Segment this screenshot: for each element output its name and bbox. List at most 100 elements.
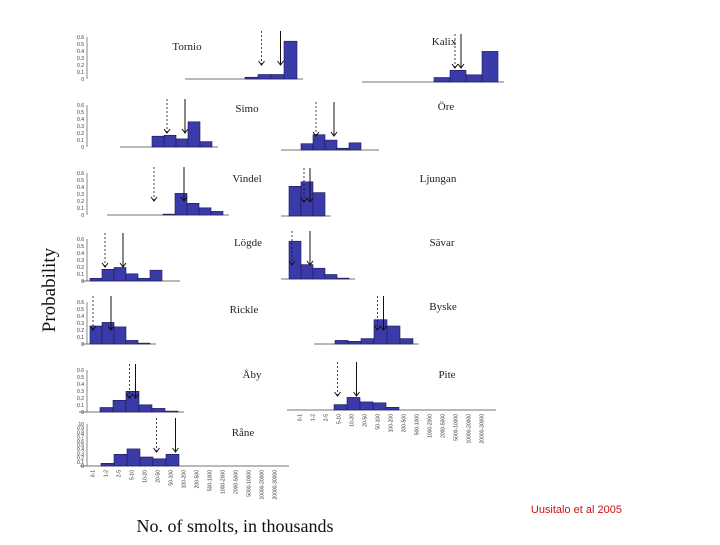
panel-title-rickle: Rickle (230, 304, 259, 316)
y-tick-label: 0.1 (77, 272, 84, 278)
panel-rickle: Rickle 0.60.50.40.30.20.10 (77, 296, 258, 348)
x-category-label: 100-200 (389, 414, 395, 433)
y-tick-label: 0.1 (77, 460, 84, 466)
y-tick-label: 0.5 (77, 42, 84, 48)
bar-savar-2-5 (312, 267, 326, 280)
x-category-label: 10-20 (350, 414, 356, 427)
x-category-label: 500-1000 (415, 414, 421, 435)
x-category-label: 1000-2000 (221, 470, 227, 494)
dashed-arrow-pite (334, 362, 341, 397)
y-tick-label: 0.2 (77, 328, 84, 334)
x-category-label: 2000-5000 (234, 470, 240, 494)
dashed-arrow-rickle (89, 296, 97, 331)
y-tick-label: 0.3 (77, 56, 84, 62)
solid-arrow-rane (172, 418, 179, 453)
y-tick-label: 0.6 (77, 300, 84, 306)
y-tick-label: 0 (81, 145, 84, 151)
y-tick-label: 0.5 (77, 307, 84, 313)
y-tick-label: 0.2 (77, 131, 84, 137)
y-tick-label: 0.3 (77, 389, 84, 395)
y-tick-label: 10 (78, 422, 84, 428)
bar-kalix-20-50 (433, 77, 451, 83)
y-tick-label: 0.4 (77, 251, 84, 257)
bar-rickle-1-2 (101, 322, 115, 345)
bar-logde-0-1 (89, 277, 103, 282)
bar-logde-2-5 (113, 267, 127, 282)
y-tick-label: 0 (81, 77, 84, 83)
bar-aby-1-2 (99, 407, 114, 413)
bar-savar-5-10 (324, 274, 338, 280)
bar-aby-2-5 (112, 399, 127, 413)
x-category-label: 5000-10000 (247, 470, 253, 497)
bar-byske-1-2 (334, 340, 349, 345)
x-category-label: 20-50 (363, 414, 369, 427)
y-tick-label: 0.4 (77, 117, 84, 123)
bar-logde-1-2 (101, 268, 115, 282)
panel-title-tornio: Tornio (172, 41, 202, 53)
dashed-arrow-aby (126, 364, 133, 399)
panel-tornio: Tornio 0.60.50.40.30.20.10 (77, 31, 303, 83)
y-tick-label: 0.6 (77, 35, 84, 41)
y-tick-label: 0.5 (77, 443, 84, 449)
panel-pite: Pite 0-1 1-2 2-5 5-10 10-20 20-50 50-100 100-200… (287, 362, 496, 443)
solid-arrow-byske (380, 296, 387, 331)
dashed-arrow-vindel (150, 167, 158, 202)
bar-pite-50-100 (372, 402, 387, 411)
bar-logde-5-10 (125, 273, 139, 282)
bar-simo-50-100 (199, 141, 213, 148)
bar-tornio-20-50 (244, 76, 259, 80)
bar-vindel-20-50 (174, 193, 188, 216)
y-tick-label: 0.4 (77, 447, 84, 453)
bar-byske-2-5 (347, 340, 362, 345)
bar-savar-1-2 (300, 264, 314, 280)
y-axis-label: Probability (39, 247, 60, 332)
panel-ljungan: Ljungan (281, 168, 457, 217)
bar-byske-10-20 (373, 319, 388, 345)
x-category-label: 10000-20000 (260, 470, 266, 500)
x-category-label: 2-5 (117, 470, 123, 477)
bar-ore-2-5 (312, 134, 326, 151)
y-tick-label: 0.1 (77, 403, 84, 409)
x-category-label: 2000-5000 (441, 414, 447, 438)
panel-title-ore: Öre (438, 101, 455, 113)
bar-rane-1-2 (100, 462, 115, 467)
bar-ore-20-50 (348, 142, 362, 151)
x-category-label: 5-10 (130, 470, 136, 480)
bar-rane-10-20 (139, 456, 154, 467)
panel-title-logde: Lögde (234, 237, 262, 249)
x-category-label: 200-500 (195, 470, 201, 489)
y-tick-label: 0.5 (77, 375, 84, 381)
y-tick-label: 0.2 (77, 396, 84, 402)
panel-rane: Råne 100.90.80.70.60.50.40.30.20.10 0-1 1-2… (77, 418, 289, 499)
bar-logde-20-50 (149, 269, 163, 282)
bar-ljungan-0-2 (288, 186, 302, 217)
bar-kalix-100-200 (465, 74, 483, 83)
bar-aby-50-100 (164, 410, 179, 413)
y-tick-label: 0.6 (77, 171, 84, 177)
y-tick-label: 0.6 (77, 237, 84, 243)
x-category-label: 50-100 (376, 414, 382, 430)
dashed-arrow-kalix (451, 34, 459, 69)
y-tick-label: 0.1 (77, 138, 84, 144)
y-tick-label: 0.5 (77, 178, 84, 184)
y-tick-label: 0.1 (77, 206, 84, 212)
y-tick-label: 0.2 (77, 456, 84, 462)
bar-tornio-50-100 (257, 74, 272, 80)
x-category-label: 1000-2000 (428, 414, 434, 438)
bar-rickle-5-10 (125, 340, 139, 345)
y-tick-label: 0.2 (77, 199, 84, 205)
y-tick-label: 0.9 (77, 426, 84, 432)
dashed-arrow-ljungan (300, 168, 308, 203)
y-tick-label: 0.5 (77, 244, 84, 250)
bar-ljungan-2-5 (300, 181, 314, 217)
bar-pite-5-10 (333, 404, 348, 411)
dashed-arrow-rane (153, 418, 160, 453)
x-category-label: 0-1 (298, 414, 304, 421)
y-tick-label: 0.4 (77, 382, 84, 388)
y-tick-label: 0.3 (77, 124, 84, 130)
bar-simo-5-10 (163, 135, 177, 148)
bar-tornio-200-500 (283, 40, 298, 80)
bar-vindel-50-100 (186, 203, 200, 216)
bar-vindel-100-200 (198, 207, 212, 216)
